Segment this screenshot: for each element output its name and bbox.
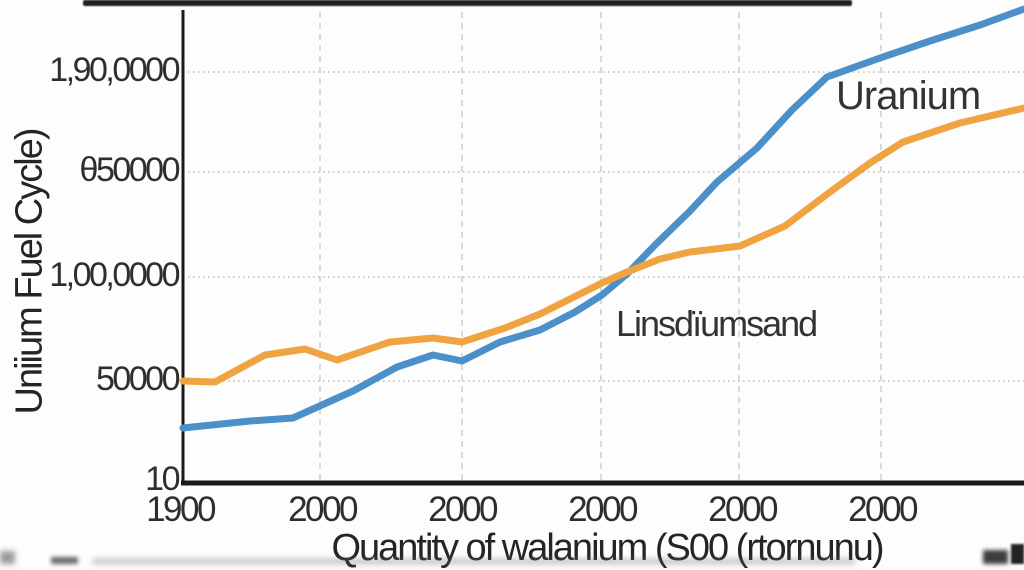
x-axis-title: Quantity of walanium (S00 (rtornunu) <box>331 527 884 569</box>
x-tick-label: 2000 <box>848 490 918 529</box>
series-line-uranium <box>179 5 1024 432</box>
y-tick-label: θ50000 <box>79 150 181 189</box>
series-label-uranium: Uranium <box>836 74 981 118</box>
y-tick-label: 10 <box>145 459 180 498</box>
y-tick-label: 50000 <box>95 359 181 398</box>
x-tick-label: 2000 <box>708 490 778 529</box>
x-tick-label: 2000 <box>568 490 638 529</box>
series-label-linsdiumsand: Linsdïumsand <box>616 303 818 344</box>
x-tick-label: 2000 <box>288 490 358 529</box>
y-tick-label: 1,90,0000 <box>49 50 180 89</box>
y-axis-title: Uniium Fuel Cycle) <box>8 129 51 415</box>
series-line-linsd-umsand <box>179 104 1024 386</box>
x-tick-label: 1900 <box>146 490 216 529</box>
y-tick-label: 1,00,0000 <box>49 255 180 294</box>
x-tick-label: 2000 <box>428 490 498 529</box>
